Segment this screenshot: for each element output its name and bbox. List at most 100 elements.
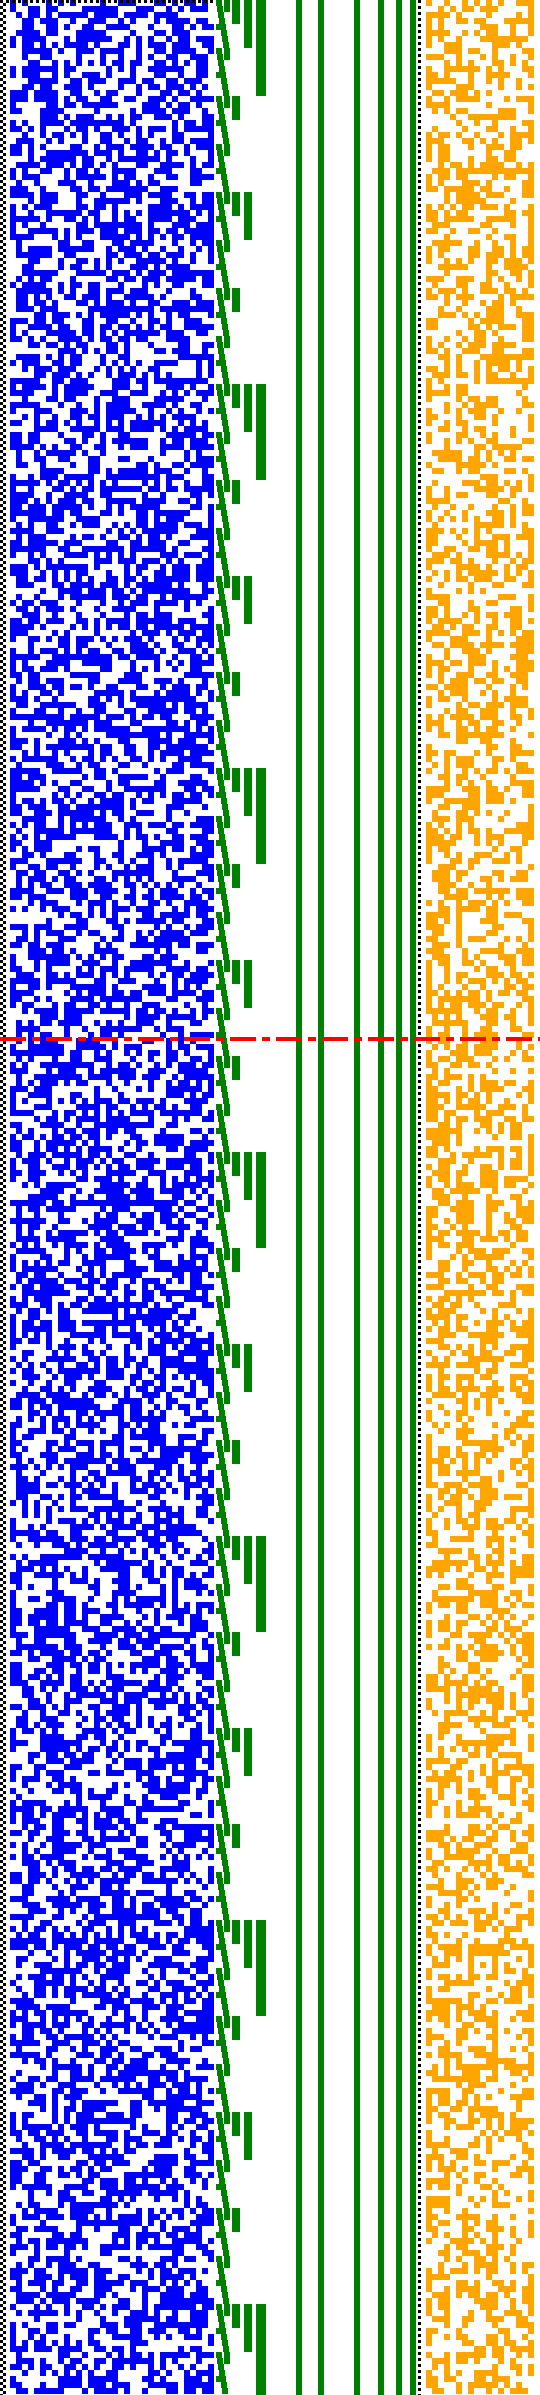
blue-bit-cell bbox=[154, 1248, 160, 1254]
blue-bit-cell bbox=[28, 270, 34, 276]
blue-bit-cell bbox=[58, 120, 64, 126]
blue-bit-cell bbox=[118, 792, 124, 798]
blue-bit-cell bbox=[10, 1446, 16, 1452]
blue-bit-cell bbox=[100, 1458, 106, 1464]
blue-bit-cell bbox=[148, 1422, 154, 1428]
blue-bit-cell bbox=[190, 858, 196, 864]
blue-bit-cell bbox=[10, 552, 16, 558]
blue-bit-cell bbox=[172, 1530, 178, 1536]
blue-bit-cell bbox=[16, 1020, 22, 1026]
blue-bit-cell bbox=[136, 144, 142, 150]
blue-bit-cell bbox=[118, 408, 124, 414]
blue-bit-cell bbox=[130, 1314, 136, 1320]
blue-bit-cell bbox=[190, 204, 196, 210]
blue-bit-cell bbox=[52, 540, 58, 546]
blue-bit-cell bbox=[118, 1146, 124, 1152]
blue-bit-cell bbox=[130, 690, 136, 696]
blue-bit-cell bbox=[112, 330, 118, 336]
blue-bit-cell bbox=[184, 744, 190, 750]
blue-bit-cell bbox=[28, 306, 34, 312]
blue-bit-cell bbox=[16, 1422, 22, 1428]
blue-bit-cell bbox=[94, 366, 100, 372]
blue-bit-cell bbox=[178, 18, 184, 24]
blue-bit-cell bbox=[16, 540, 22, 546]
blue-bit-cell bbox=[172, 1086, 178, 1092]
blue-bit-cell bbox=[70, 1428, 76, 1434]
blue-bit-cell bbox=[82, 1104, 88, 1110]
blue-bit-cell bbox=[100, 30, 106, 36]
blue-bit-cell bbox=[52, 606, 58, 612]
blue-bit-cell bbox=[64, 702, 70, 708]
blue-bit-cell bbox=[196, 228, 202, 234]
blue-bit-cell bbox=[172, 18, 178, 24]
blue-bit-cell bbox=[58, 834, 64, 840]
blue-bit-cell bbox=[160, 1356, 166, 1362]
blue-bit-cell bbox=[106, 1200, 112, 1206]
blue-bit-cell bbox=[154, 180, 160, 186]
blue-bit-cell bbox=[64, 732, 70, 738]
blue-bit-cell bbox=[70, 1578, 76, 1584]
blue-bit-cell bbox=[130, 696, 136, 702]
blue-bit-cell bbox=[100, 912, 106, 918]
blue-bit-cell bbox=[40, 948, 46, 954]
blue-bit-cell bbox=[172, 996, 178, 1002]
blue-bit-cell bbox=[94, 558, 100, 564]
blue-bit-cell bbox=[52, 1278, 58, 1284]
blue-bit-cell bbox=[172, 570, 178, 576]
blue-bit-cell bbox=[142, 984, 148, 990]
blue-bit-cell bbox=[16, 186, 22, 192]
blue-bit-cell bbox=[10, 1050, 16, 1056]
blue-bit-cell bbox=[202, 1290, 208, 1296]
blue-bit-cell bbox=[184, 1482, 190, 1488]
blue-bit-cell bbox=[88, 288, 94, 294]
blue-bit-cell bbox=[10, 498, 16, 504]
blue-bit-cell bbox=[148, 702, 154, 708]
blue-bit-cell bbox=[46, 276, 52, 282]
blue-bit-cell bbox=[166, 474, 172, 480]
blue-bit-cell bbox=[46, 528, 52, 534]
blue-bit-cell bbox=[10, 846, 16, 852]
blue-bit-cell bbox=[202, 138, 208, 144]
blue-bit-cell bbox=[148, 324, 154, 330]
blue-bit-cell bbox=[88, 1200, 94, 1206]
blue-bit-cell bbox=[166, 708, 172, 714]
blue-bit-cell bbox=[58, 936, 64, 942]
blue-bit-cell bbox=[208, 924, 214, 930]
blue-bit-cell bbox=[196, 1098, 202, 1104]
blue-bit-cell bbox=[10, 1398, 16, 1404]
blue-bit-cell bbox=[28, 1482, 34, 1488]
blue-bit-cell bbox=[208, 1470, 214, 1476]
blue-bit-cell bbox=[16, 144, 22, 150]
blue-bit-cell bbox=[100, 1320, 106, 1326]
blue-bit-cell bbox=[10, 564, 16, 570]
blue-bit-cell bbox=[118, 270, 124, 276]
blue-bit-cell bbox=[52, 1482, 58, 1488]
blue-bit-cell bbox=[28, 642, 34, 648]
blue-bit-cell bbox=[184, 1098, 190, 1104]
blue-bit-cell bbox=[154, 1302, 160, 1308]
blue-bit-cell bbox=[142, 1266, 148, 1272]
blue-bit-cell bbox=[88, 522, 94, 528]
blue-bit-cell bbox=[106, 1452, 112, 1458]
blue-bit-cell bbox=[148, 258, 154, 264]
blue-bit-cell bbox=[94, 204, 100, 210]
blue-bit-cell bbox=[28, 894, 34, 900]
blue-bit-cell bbox=[208, 126, 214, 132]
blue-bit-cell bbox=[208, 360, 214, 366]
blue-bit-cell bbox=[154, 1518, 160, 1524]
blue-bit-cell bbox=[196, 1362, 202, 1368]
blue-bit-cell bbox=[10, 960, 16, 966]
blue-bit-cell bbox=[160, 492, 166, 498]
blue-bit-cell bbox=[100, 1524, 106, 1530]
blue-bit-cell bbox=[46, 996, 52, 1002]
blue-bit-cell bbox=[166, 930, 172, 936]
blue-bit-cell bbox=[196, 1554, 202, 1560]
blue-bit-cell bbox=[106, 540, 112, 546]
blue-bit-cell bbox=[190, 1278, 196, 1284]
blue-bit-cell bbox=[106, 558, 112, 564]
blue-bit-cell bbox=[148, 1212, 154, 1218]
blue-bit-cell bbox=[82, 1458, 88, 1464]
blue-bit-cell bbox=[184, 726, 190, 732]
blue-bit-cell bbox=[160, 750, 166, 756]
blue-bit-cell bbox=[136, 1050, 142, 1056]
